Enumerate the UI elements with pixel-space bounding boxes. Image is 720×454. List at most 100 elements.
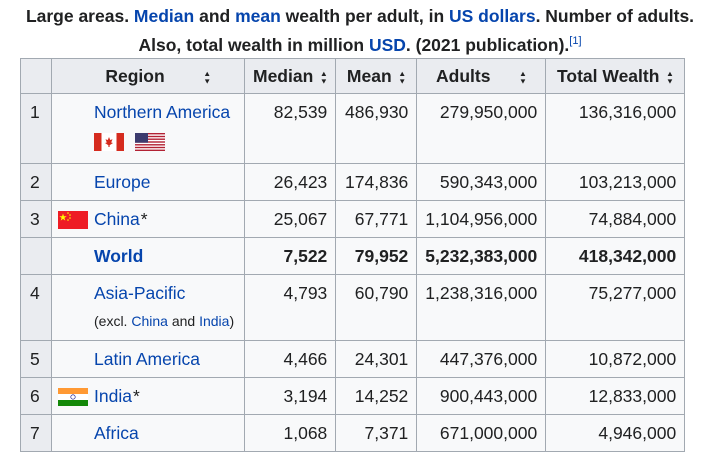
adults-cell: 1,238,316,000 bbox=[416, 274, 547, 341]
india-link[interactable]: India bbox=[199, 313, 230, 329]
region-cell: Latin America bbox=[51, 340, 245, 378]
median-cell: 26,423 bbox=[243, 163, 337, 201]
china-flag-icon bbox=[58, 210, 88, 229]
sort-arrows-icon[interactable]: ▲▼ bbox=[202, 69, 212, 85]
india-flag-icon bbox=[58, 387, 88, 406]
mean-cell: 174,836 bbox=[335, 163, 418, 201]
mean-header-label: Mean bbox=[346, 65, 392, 86]
adults-cell: 671,000,000 bbox=[416, 414, 547, 452]
median-link[interactable]: Median bbox=[133, 6, 195, 26]
table-row: 1 Northern America bbox=[20, 93, 686, 164]
adults-cell: 279,950,000 bbox=[416, 93, 547, 164]
world-total-row: World 7,522 79,952 5,232,383,000 418,342… bbox=[20, 237, 686, 275]
median-cell: 82,539 bbox=[243, 93, 337, 164]
total-wealth-cell: 12,833,000 bbox=[545, 377, 686, 415]
usd-link[interactable]: USD bbox=[368, 35, 406, 55]
mean-cell: 14,252 bbox=[335, 377, 418, 415]
table-caption: Large areas. Median and mean wealth per … bbox=[20, 2, 700, 60]
caption-text: . Number of adults. Also, total wealth i… bbox=[138, 6, 695, 55]
reference-link[interactable]: [1] bbox=[569, 35, 582, 48]
footnote-star: * bbox=[140, 208, 148, 229]
adults-cell: 900,443,000 bbox=[416, 377, 547, 415]
region-cell: Africa bbox=[51, 414, 245, 452]
rank-cell: 2 bbox=[20, 163, 52, 201]
region-header[interactable]: Region ▲▼ bbox=[51, 58, 245, 94]
region-cell: Asia-Pacific (excl. China and India) bbox=[51, 274, 245, 341]
china-link[interactable]: China bbox=[131, 313, 168, 329]
total-wealth-cell: 10,872,000 bbox=[545, 340, 686, 378]
adults-cell: 5,232,383,000 bbox=[416, 237, 547, 275]
mean-cell: 79,952 bbox=[335, 237, 418, 275]
region-cell: Europe bbox=[51, 163, 245, 201]
region-link[interactable]: Europe bbox=[94, 171, 151, 192]
note-text: (excl. bbox=[94, 313, 132, 329]
median-cell: 3,194 bbox=[243, 377, 337, 415]
region-link[interactable]: Northern America bbox=[94, 102, 231, 122]
mean-cell: 7,371 bbox=[335, 414, 418, 452]
region-link[interactable]: Asia-Pacific bbox=[94, 283, 186, 303]
mean-header[interactable]: Mean ▲▼ bbox=[335, 58, 418, 94]
total-wealth-cell: 103,213,000 bbox=[545, 163, 686, 201]
region-link[interactable]: World bbox=[94, 245, 144, 266]
caption-text: . (2021 publication). bbox=[405, 35, 570, 55]
usa-flag-icon bbox=[134, 133, 165, 152]
note-text: ) bbox=[229, 313, 235, 329]
region-cell: China* bbox=[51, 200, 245, 238]
region-header-label: Region bbox=[105, 65, 165, 86]
mean-link[interactable]: mean bbox=[235, 6, 281, 26]
adults-header[interactable]: Adults ▲▼ bbox=[416, 58, 547, 94]
caption-text: wealth per adult, in bbox=[280, 6, 449, 26]
us-dollars-link[interactable]: US dollars bbox=[449, 6, 536, 26]
region-cell: Northern America bbox=[51, 93, 245, 164]
rank-cell: 1 bbox=[20, 93, 52, 164]
table-row: 3 China* 25,067 67,771 1,104,956,000 74,… bbox=[20, 200, 686, 238]
table-row: 2 Europe 26,423 174,836 590,343,000 103,… bbox=[20, 163, 686, 201]
canada-flag-icon bbox=[94, 133, 124, 152]
table-row: 4 Asia-Pacific (excl. China and India) 4… bbox=[20, 274, 686, 341]
mean-cell: 60,790 bbox=[335, 274, 418, 341]
adults-cell: 1,104,956,000 bbox=[416, 200, 547, 238]
region-cell: World bbox=[51, 237, 245, 275]
total-wealth-cell: 74,884,000 bbox=[545, 200, 686, 238]
region-link[interactable]: India bbox=[94, 385, 132, 406]
table-row: 5 Latin America 4,466 24,301 447,376,000… bbox=[20, 340, 686, 378]
caption-text: and bbox=[194, 6, 236, 26]
adults-cell: 447,376,000 bbox=[416, 340, 547, 378]
rank-header bbox=[20, 58, 52, 94]
region-link[interactable]: Africa bbox=[94, 422, 139, 443]
table-row: 6 India* 3,194 14,252 900,443,000 12,833… bbox=[20, 377, 686, 415]
footnote-star: * bbox=[132, 385, 140, 406]
region-cell: India* bbox=[51, 377, 245, 415]
rank-cell: 6 bbox=[20, 377, 52, 415]
total-wealth-cell: 75,277,000 bbox=[545, 274, 686, 341]
region-link[interactable]: Latin America bbox=[94, 348, 201, 369]
region-link[interactable]: China bbox=[94, 208, 140, 229]
sort-arrows-icon[interactable]: ▲▼ bbox=[665, 69, 675, 85]
total-wealth-header-label: Total Wealth bbox=[557, 65, 660, 86]
mean-cell: 24,301 bbox=[335, 340, 418, 378]
sort-arrows-icon[interactable]: ▲▼ bbox=[518, 69, 528, 85]
total-wealth-header[interactable]: Total Wealth ▲▼ bbox=[545, 58, 686, 94]
median-header[interactable]: Median ▲▼ bbox=[243, 58, 337, 94]
median-cell: 4,466 bbox=[243, 340, 337, 378]
total-wealth-cell: 136,316,000 bbox=[545, 93, 686, 164]
mean-cell: 67,771 bbox=[335, 200, 418, 238]
median-cell: 25,067 bbox=[243, 200, 337, 238]
median-cell: 4,793 bbox=[243, 274, 337, 341]
total-wealth-cell: 418,342,000 bbox=[545, 237, 686, 275]
rank-cell: 7 bbox=[20, 414, 52, 452]
rank-cell: 4 bbox=[20, 274, 52, 341]
table-row: 7 Africa 1,068 7,371 671,000,000 4,946,0… bbox=[20, 414, 686, 452]
rank-cell: 3 bbox=[20, 200, 52, 238]
median-header-label: Median bbox=[253, 65, 314, 86]
note-text: and bbox=[167, 313, 200, 329]
sort-arrows-icon[interactable]: ▲▼ bbox=[397, 69, 407, 85]
total-wealth-cell: 4,946,000 bbox=[545, 414, 686, 452]
adults-header-label: Adults bbox=[436, 65, 491, 86]
median-cell: 1,068 bbox=[243, 414, 337, 452]
mean-cell: 486,930 bbox=[335, 93, 418, 164]
sort-arrows-icon[interactable]: ▲▼ bbox=[319, 69, 329, 85]
caption-text: Large areas. bbox=[25, 6, 134, 26]
rank-cell: 5 bbox=[20, 340, 52, 378]
adults-cell: 590,343,000 bbox=[416, 163, 547, 201]
